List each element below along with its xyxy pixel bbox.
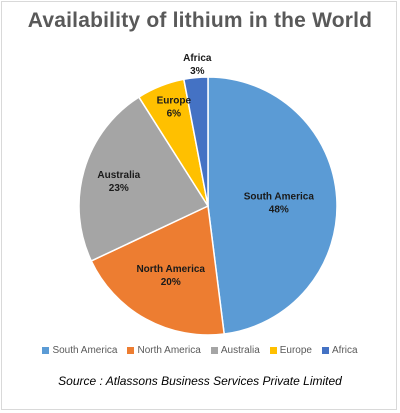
pie-slice-australia [78, 96, 210, 262]
pie-labels: South America 48% North America 20% Australi… [97, 53, 314, 288]
data-label-australia: Australia 23% [97, 170, 140, 194]
data-label-north-america: North America 20% [136, 264, 205, 288]
legend-swatch [42, 347, 50, 354]
legend-item-europe: Europe [269, 345, 312, 356]
legend-label: Africa [332, 345, 358, 356]
pie-slice-south-america [207, 76, 338, 335]
legend-item-south-america: South America [42, 345, 117, 356]
pie-slice-africa [182, 76, 209, 207]
legend-swatch [210, 347, 218, 354]
legend-label: Europe [279, 345, 312, 356]
legend-swatch [127, 347, 135, 354]
chart-title: Availability of lithium in the World [27, 9, 373, 32]
legend-item-africa: Africa [322, 345, 358, 356]
legend-swatch [322, 347, 329, 354]
legend-label: South America [52, 345, 118, 356]
legend-label: North America [137, 345, 201, 356]
chart-legend: South America North America Australia Europ… [0, 345, 400, 356]
legend-item-australia: Australia [210, 345, 260, 356]
data-label-africa: Africa 3% [183, 53, 212, 77]
pie-slice-north-america [90, 204, 226, 336]
legend-label: Australia [220, 345, 260, 356]
source-note: Source : Atlassons Business Services Pri… [58, 374, 342, 388]
data-label-south-america: South America 48% [244, 192, 315, 216]
pie-slices [78, 76, 338, 336]
legend-swatch [269, 347, 277, 354]
legend-item-north-america: North America [127, 345, 201, 356]
data-label-europe: Europe 6% [157, 96, 192, 120]
